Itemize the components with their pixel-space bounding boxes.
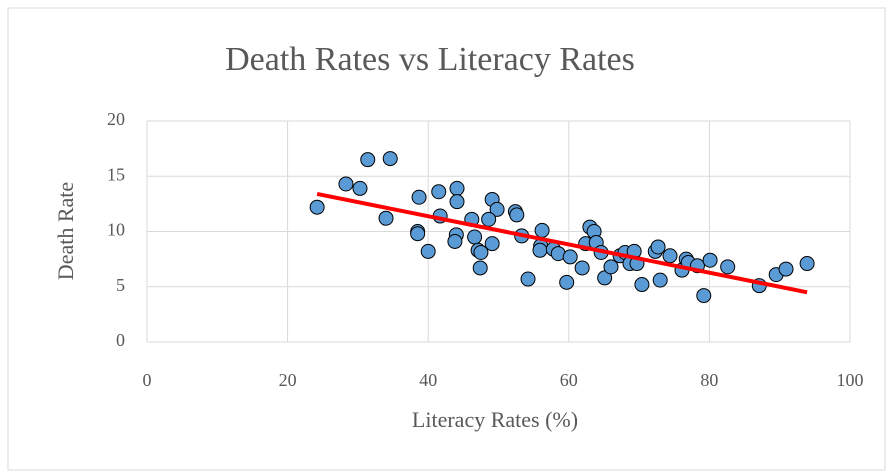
point [562, 249, 578, 265]
point [447, 233, 463, 249]
point [652, 272, 668, 288]
point [532, 242, 548, 258]
point [520, 271, 536, 287]
y-tick-label: 10 [107, 220, 125, 240]
point [352, 180, 368, 196]
point [702, 252, 718, 268]
point [489, 201, 505, 217]
point [799, 256, 815, 272]
x-tick-label: 100 [837, 370, 864, 390]
point [449, 194, 465, 210]
point [411, 189, 427, 205]
point [778, 261, 794, 277]
x-tick-label: 0 [143, 370, 152, 390]
x-tick-label: 20 [279, 370, 297, 390]
x-tick-label: 60 [560, 370, 578, 390]
point [484, 236, 500, 252]
point [481, 211, 497, 227]
trendline [316, 191, 808, 295]
chart-title: Death Rates vs Literacy Rates [225, 41, 635, 78]
y-axis-label: Death Rate [53, 182, 78, 280]
point [360, 152, 376, 168]
point [509, 207, 525, 223]
point [338, 176, 354, 192]
point [534, 222, 550, 238]
y-tick-label: 15 [107, 164, 125, 184]
point [309, 199, 325, 215]
point [597, 270, 613, 286]
point [420, 243, 436, 259]
chart-frame [7, 7, 886, 471]
point [696, 288, 712, 304]
point [382, 151, 398, 167]
point [662, 248, 678, 264]
point [650, 239, 666, 255]
x-axis-label: Literacy Rates (%) [412, 407, 578, 432]
y-tick-label: 20 [107, 109, 125, 129]
point [449, 180, 465, 196]
point [559, 274, 575, 290]
point [378, 210, 394, 226]
point [720, 259, 736, 275]
point [634, 277, 650, 293]
x-tick-label: 80 [700, 370, 718, 390]
point [410, 226, 426, 242]
point [472, 260, 488, 276]
y-tick-label: 5 [116, 275, 125, 295]
y-tick-label: 0 [116, 330, 125, 350]
point [574, 260, 590, 276]
point [473, 244, 489, 260]
x-tick-label: 40 [419, 370, 437, 390]
point [603, 259, 619, 275]
point [431, 184, 447, 200]
point [467, 229, 483, 245]
